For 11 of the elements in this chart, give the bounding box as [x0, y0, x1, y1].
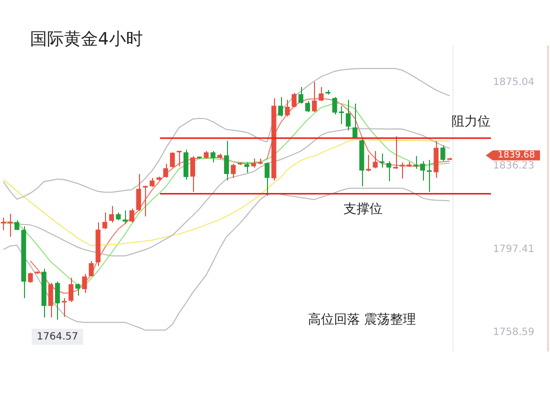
y-tick-label: 1875.04	[493, 77, 534, 88]
candlestick	[406, 161, 412, 168]
y-tick-label: 1797.41	[493, 244, 534, 255]
ref-line-label: 支撑位	[344, 202, 382, 218]
annotation: 1764.57	[36, 331, 78, 342]
y-tick-label: 1836.23	[493, 160, 534, 172]
y-tick-label: 1758.59	[493, 327, 534, 338]
annotation: 高位回落 震荡整理	[308, 311, 416, 328]
ref-line-label: 阻力位	[452, 114, 490, 130]
chart-title: 国际黄金4小时	[30, 29, 143, 50]
text: 1839.68	[498, 150, 536, 161]
